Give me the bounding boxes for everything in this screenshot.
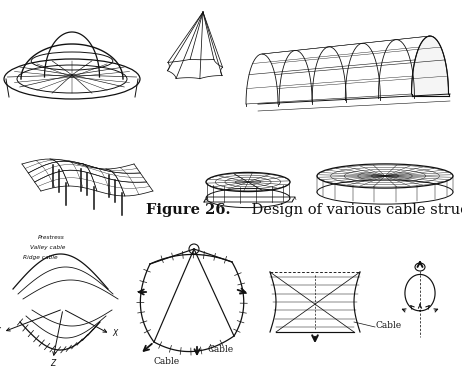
- Text: Cable: Cable: [207, 345, 233, 354]
- Text: Ridge cable: Ridge cable: [23, 255, 58, 260]
- Text: Figure 26.: Figure 26.: [146, 203, 231, 217]
- Text: Prestress: Prestress: [38, 235, 65, 240]
- Text: Valley cable: Valley cable: [30, 245, 66, 250]
- Text: Cable: Cable: [376, 321, 402, 330]
- Text: Cable: Cable: [154, 357, 180, 366]
- Text: Z: Z: [50, 359, 55, 368]
- Text: Design of various cable structures: Design of various cable structures: [233, 203, 462, 217]
- Text: X: X: [112, 329, 117, 338]
